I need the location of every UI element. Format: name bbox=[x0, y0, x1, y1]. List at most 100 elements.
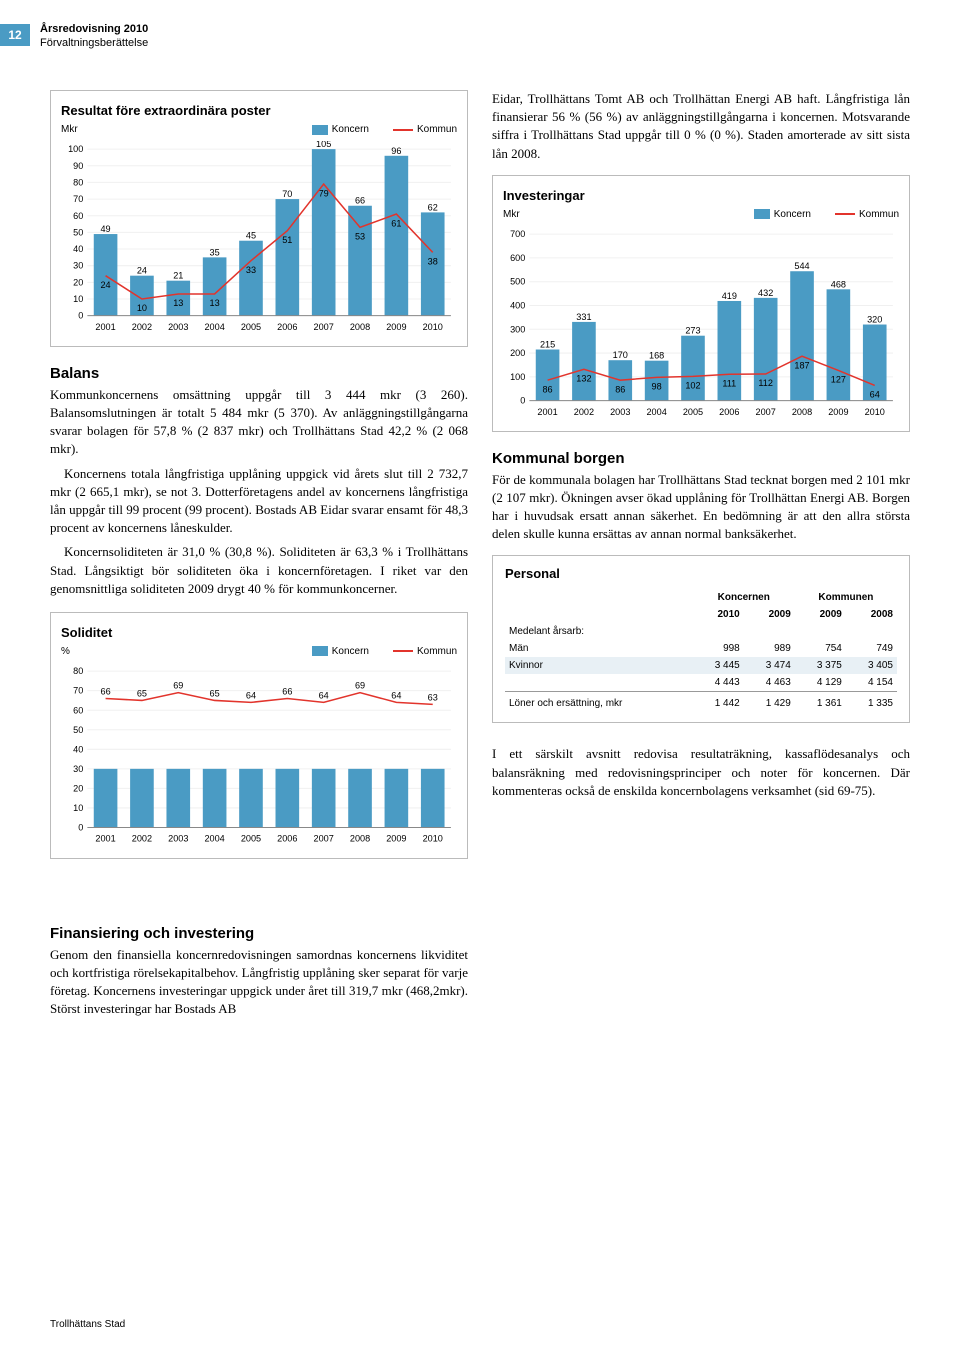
svg-text:132: 132 bbox=[576, 373, 591, 383]
svg-text:30: 30 bbox=[73, 764, 83, 774]
svg-text:50: 50 bbox=[73, 725, 83, 735]
svg-text:10: 10 bbox=[73, 294, 83, 304]
svg-text:2004: 2004 bbox=[204, 322, 224, 332]
svg-text:45: 45 bbox=[246, 231, 256, 241]
right-column: Eidar, Trollhättans Tomt AB och Trollhät… bbox=[492, 90, 910, 877]
finansiering-p: Genom den finansiella koncernredovisning… bbox=[50, 946, 468, 1019]
legend-kommun: Kommun bbox=[393, 124, 457, 135]
svg-text:86: 86 bbox=[615, 384, 625, 394]
svg-text:86: 86 bbox=[542, 384, 552, 394]
svg-text:2010: 2010 bbox=[423, 322, 443, 332]
svg-text:49: 49 bbox=[100, 224, 110, 234]
svg-text:215: 215 bbox=[540, 339, 555, 349]
svg-text:66: 66 bbox=[355, 196, 365, 206]
svg-text:38: 38 bbox=[428, 257, 438, 267]
svg-text:13: 13 bbox=[173, 298, 183, 308]
personal-table-box: Personal KoncernenKommunen20102009200920… bbox=[492, 555, 910, 723]
svg-text:2002: 2002 bbox=[574, 407, 594, 417]
footer: Trollhättans Stad bbox=[50, 1319, 125, 1330]
svg-text:2006: 2006 bbox=[277, 322, 297, 332]
svg-text:2006: 2006 bbox=[277, 834, 297, 844]
svg-text:62: 62 bbox=[428, 202, 438, 212]
svg-text:60: 60 bbox=[73, 211, 83, 221]
svg-text:10: 10 bbox=[73, 803, 83, 813]
svg-text:2007: 2007 bbox=[756, 407, 776, 417]
svg-text:70: 70 bbox=[73, 194, 83, 204]
legend-kommun-3: Kommun bbox=[835, 209, 899, 220]
svg-text:127: 127 bbox=[831, 374, 846, 384]
svg-text:64: 64 bbox=[246, 690, 256, 700]
svg-text:35: 35 bbox=[210, 247, 220, 257]
soliditet-ylabel: % bbox=[61, 646, 70, 657]
svg-text:2008: 2008 bbox=[350, 834, 370, 844]
svg-text:20: 20 bbox=[73, 277, 83, 287]
svg-text:53: 53 bbox=[355, 232, 365, 242]
svg-text:33: 33 bbox=[246, 265, 256, 275]
svg-text:600: 600 bbox=[510, 253, 525, 263]
legend-koncern-3: Koncern bbox=[754, 209, 811, 220]
chart-soliditet: Soliditet % Koncern Kommun 0102030405060… bbox=[50, 612, 468, 859]
svg-text:331: 331 bbox=[576, 312, 591, 322]
svg-text:10: 10 bbox=[137, 303, 147, 313]
svg-text:65: 65 bbox=[137, 688, 147, 698]
chart-soliditet-svg: 0102030405060708066656965646664696463200… bbox=[61, 663, 457, 846]
svg-text:300: 300 bbox=[510, 324, 525, 334]
left-column: Resultat före extraordinära poster Mkr K… bbox=[50, 90, 468, 877]
legend-koncern-2: Koncern bbox=[312, 646, 369, 657]
svg-text:170: 170 bbox=[613, 350, 628, 360]
balans-p2: Koncernens totala långfristiga upplåning… bbox=[50, 465, 468, 538]
balans-p1: Kommunkoncernens omsättning uppgår till … bbox=[50, 386, 468, 459]
investeringar-ylabel: Mkr bbox=[503, 209, 520, 220]
svg-text:2003: 2003 bbox=[168, 834, 188, 844]
svg-text:468: 468 bbox=[831, 279, 846, 289]
svg-text:102: 102 bbox=[685, 380, 700, 390]
svg-text:21: 21 bbox=[173, 271, 183, 281]
svg-text:2002: 2002 bbox=[132, 834, 152, 844]
svg-text:111: 111 bbox=[722, 378, 736, 388]
svg-text:0: 0 bbox=[520, 395, 525, 405]
svg-text:2008: 2008 bbox=[350, 322, 370, 332]
page-number: 12 bbox=[0, 24, 30, 46]
svg-text:24: 24 bbox=[100, 280, 110, 290]
svg-text:70: 70 bbox=[73, 686, 83, 696]
resultat-ylabel: Mkr bbox=[61, 124, 78, 135]
svg-text:64: 64 bbox=[319, 690, 329, 700]
svg-text:2007: 2007 bbox=[314, 834, 334, 844]
bottom-section: Finansiering och investering Genom den f… bbox=[50, 925, 468, 1019]
svg-text:2007: 2007 bbox=[314, 322, 334, 332]
svg-text:2001: 2001 bbox=[95, 322, 115, 332]
personal-heading: Personal bbox=[505, 566, 897, 581]
chart-investeringar-title: Investeringar bbox=[503, 188, 899, 203]
svg-text:544: 544 bbox=[794, 261, 809, 271]
svg-text:2005: 2005 bbox=[241, 322, 261, 332]
chart-investeringar-svg: 0100200300400500600700215331170168273419… bbox=[503, 226, 899, 419]
borgen-heading: Kommunal borgen bbox=[492, 450, 910, 467]
svg-text:2003: 2003 bbox=[610, 407, 630, 417]
svg-text:112: 112 bbox=[758, 378, 773, 388]
svg-text:100: 100 bbox=[510, 372, 525, 382]
svg-text:2005: 2005 bbox=[241, 834, 261, 844]
svg-text:80: 80 bbox=[73, 666, 83, 676]
header-line-1: Årsredovisning 2010 bbox=[40, 22, 148, 36]
svg-text:40: 40 bbox=[73, 244, 83, 254]
balans-heading: Balans bbox=[50, 365, 468, 382]
personal-table: KoncernenKommunen2010200920092008Medelan… bbox=[505, 589, 897, 712]
svg-text:98: 98 bbox=[652, 381, 662, 391]
chart-resultat-title: Resultat före extraordinära poster bbox=[61, 103, 457, 118]
legend-koncern: Koncern bbox=[312, 124, 369, 135]
svg-text:2001: 2001 bbox=[537, 407, 557, 417]
svg-text:2010: 2010 bbox=[865, 407, 885, 417]
chart-soliditet-title: Soliditet bbox=[61, 625, 457, 640]
svg-text:2003: 2003 bbox=[168, 322, 188, 332]
page-header: Årsredovisning 2010 Förvaltningsberättel… bbox=[40, 22, 148, 51]
svg-text:0: 0 bbox=[78, 823, 83, 833]
svg-text:50: 50 bbox=[73, 227, 83, 237]
svg-text:320: 320 bbox=[867, 314, 882, 324]
svg-text:2009: 2009 bbox=[386, 322, 406, 332]
svg-text:200: 200 bbox=[510, 348, 525, 358]
finansiering-heading: Finansiering och investering bbox=[50, 925, 468, 942]
svg-text:51: 51 bbox=[282, 235, 292, 245]
header-line-2: Förvaltningsberättelse bbox=[40, 36, 148, 50]
borgen-p: För de kommunala bolagen har Trollhättan… bbox=[492, 471, 910, 544]
svg-text:80: 80 bbox=[73, 177, 83, 187]
